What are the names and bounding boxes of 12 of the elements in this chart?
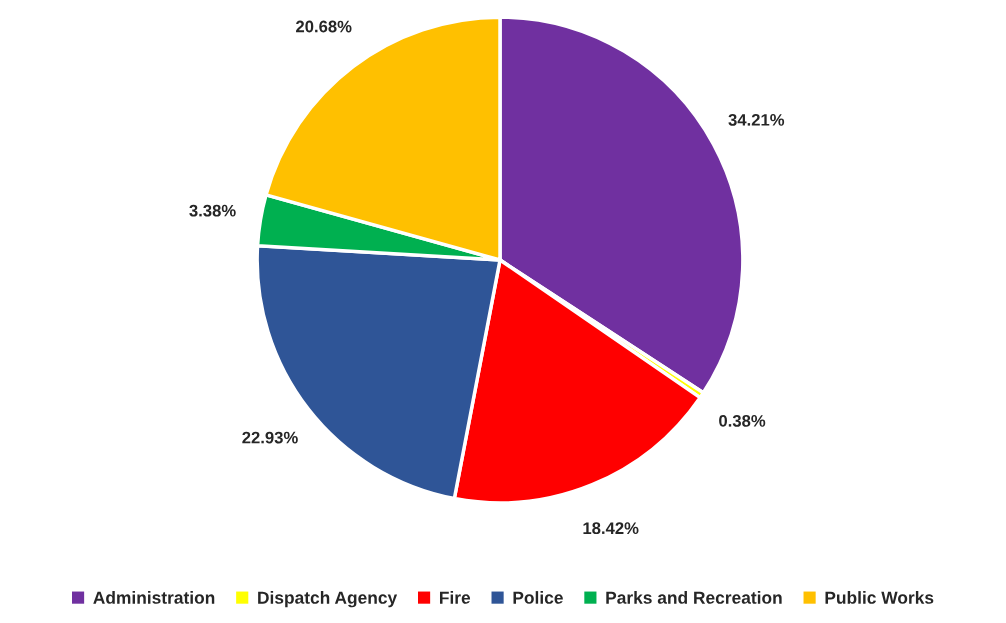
legend-label: Public Works [825,591,934,604]
legend-label: Administration [93,591,215,604]
data-label: 20.68% [296,20,352,33]
data-label: 3.38% [189,204,236,217]
data-label: 18.42% [583,522,639,535]
legend-label: Police [513,591,563,604]
data-label: 34.21% [728,113,785,126]
legend-label: Fire [440,591,471,604]
data-label: 22.93% [242,431,298,444]
data-label: 0.38% [719,414,766,427]
legend-label: Parks and Recreation [606,591,782,604]
legend-label: Dispatch Agency [258,591,398,608]
